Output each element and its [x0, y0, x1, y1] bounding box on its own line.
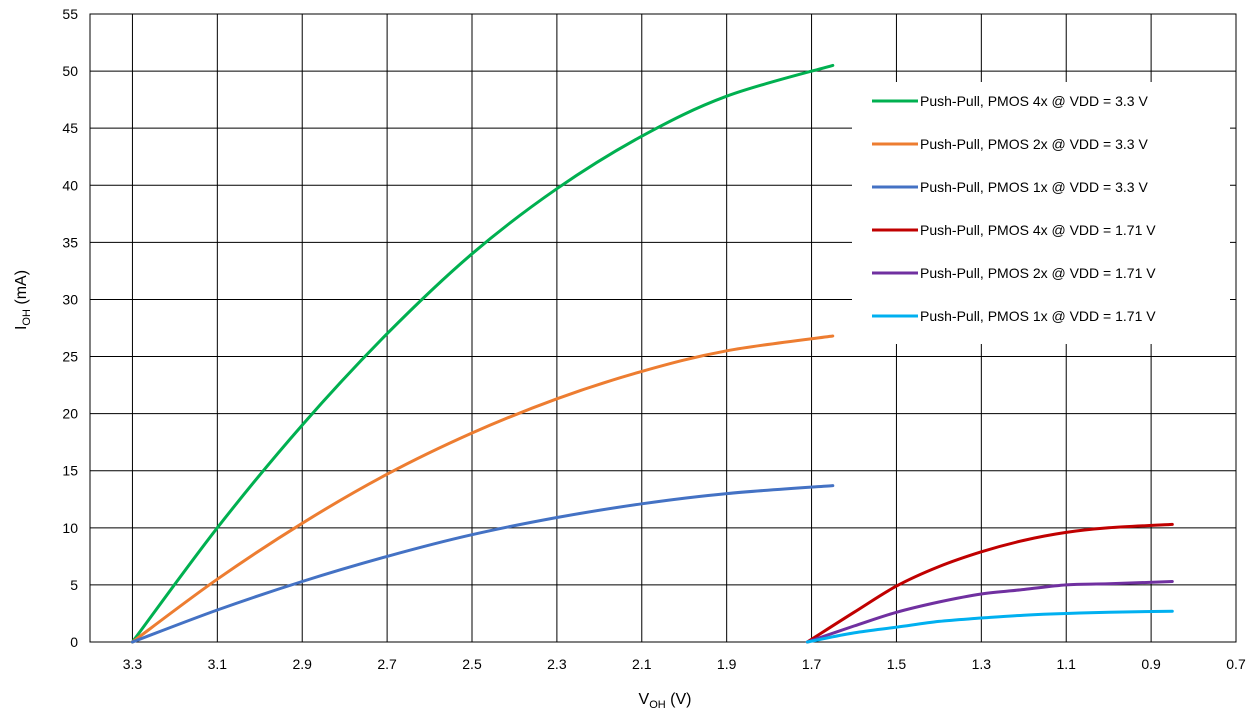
series-line [130, 334, 835, 644]
y-axis-title: IOH (mA) [13, 270, 33, 330]
y-tick-label: 40 [62, 177, 78, 193]
y-tick-label: 0 [70, 634, 78, 650]
x-tick-labels: 3.3 3.1 2.9 2.7 2.5 2.3 2.1 1.9 1.7 1.5 1.3 1.1 0.9 0… [123, 656, 1246, 672]
x-tick-label: 1.9 [717, 656, 737, 672]
x-axis-title-main: V [639, 691, 650, 708]
y-tick-label: 5 [70, 577, 78, 593]
series-line [805, 522, 1174, 644]
x-tick-label: 2.1 [632, 656, 652, 672]
series-line [130, 484, 835, 644]
x-tick-label: 2.5 [462, 656, 482, 672]
x-axis-title-subscript: OH [649, 699, 666, 711]
y-axis-title-main: I [13, 326, 30, 330]
series-line [805, 580, 1174, 644]
y-tick-label: 15 [62, 463, 78, 479]
legend: Push-Pull, PMOS 4x @ VDD = 3.3 V Push-Pul… [852, 82, 1230, 344]
x-tick-label: 2.9 [292, 656, 312, 672]
series-lines [130, 63, 1174, 644]
y-tick-label: 30 [62, 291, 78, 307]
x-axis-title: VOH (V) [639, 691, 692, 711]
y-tick-label: 35 [62, 234, 78, 250]
y-tick-label: 55 [62, 6, 78, 22]
x-tick-label: 1.3 [972, 656, 992, 672]
x-tick-label: 0.7 [1226, 656, 1246, 672]
legend-label: Push-Pull, PMOS 4x @ VDD = 3.3 V [920, 93, 1148, 109]
x-tick-label: 0.9 [1141, 656, 1161, 672]
legend-label: Push-Pull, PMOS 2x @ VDD = 3.3 V [920, 136, 1148, 152]
legend-label: Push-Pull, PMOS 1x @ VDD = 3.3 V [920, 179, 1148, 195]
x-tick-label: 3.1 [208, 656, 228, 672]
x-tick-label: 1.1 [1056, 656, 1076, 672]
legend-label: Push-Pull, PMOS 1x @ VDD = 1.71 V [920, 308, 1156, 324]
y-tick-label: 50 [62, 63, 78, 79]
legend-background [852, 82, 1230, 344]
y-tick-label: 45 [62, 120, 78, 136]
legend-label: Push-Pull, PMOS 2x @ VDD = 1.71 V [920, 265, 1156, 281]
x-tick-label: 1.7 [802, 656, 822, 672]
y-tick-labels: 0 5 10 15 20 25 30 35 40 45 50 55 [62, 6, 78, 650]
x-tick-label: 1.5 [887, 656, 907, 672]
y-axis-title-subscript: OH [21, 309, 33, 326]
y-tick-label: 25 [62, 349, 78, 365]
x-tick-label: 2.7 [377, 656, 397, 672]
x-axis-title-unit: (V) [666, 691, 692, 708]
y-tick-label: 10 [62, 520, 78, 536]
legend-label: Push-Pull, PMOS 4x @ VDD = 1.71 V [920, 222, 1156, 238]
x-tick-label: 2.3 [547, 656, 567, 672]
y-tick-label: 20 [62, 406, 78, 422]
y-axis-title-unit: (mA) [13, 270, 30, 309]
x-tick-label: 3.3 [123, 656, 143, 672]
series-line [130, 63, 835, 644]
series-line [805, 609, 1174, 644]
